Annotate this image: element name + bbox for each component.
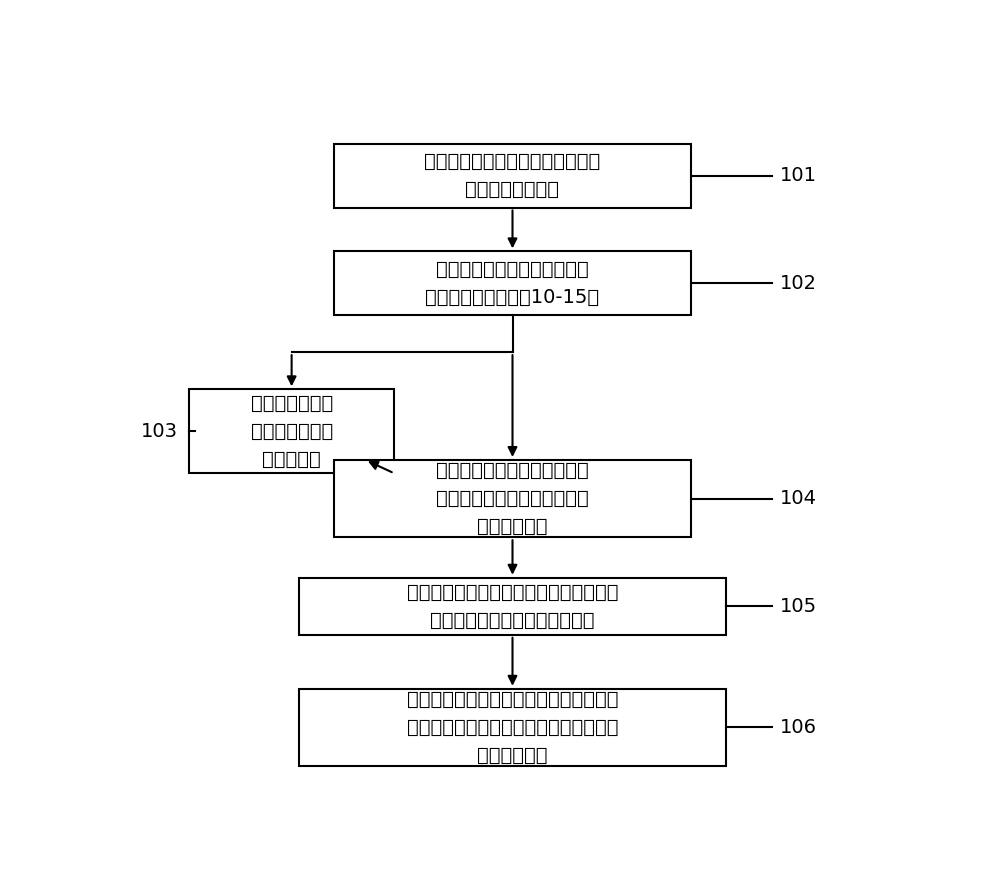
Text: 注入井下入井下混相热流体发生器，并进
行完井及布置配套地面供给系统: 注入井下入井下混相热流体发生器，并进 行完井及布置配套地面供给系统: [407, 583, 618, 630]
Text: 地层压力大于原
始地层压力时进
行自喷采油: 地层压力大于原 始地层压力时进 行自喷采油: [250, 394, 333, 468]
Text: 通过注入井将油酸混合物注入油层
进行裂解改质反应: 通过注入井将油酸混合物注入油层 进行裂解改质反应: [424, 152, 601, 199]
Text: 102: 102: [780, 274, 817, 293]
FancyBboxPatch shape: [189, 389, 394, 474]
FancyBboxPatch shape: [334, 143, 691, 207]
FancyBboxPatch shape: [334, 460, 691, 538]
FancyBboxPatch shape: [299, 578, 726, 635]
Text: 101: 101: [780, 166, 817, 185]
Text: 确定油酸混合物达到预设范围
后关闭注入井，闷井10-15天: 确定油酸混合物达到预设范围 后关闭注入井，闷井10-15天: [425, 260, 600, 307]
Text: 地层压力小于原始地层压力或
自喷采油后进行捞油作业，直
至不出油为止: 地层压力小于原始地层压力或 自喷采油后进行捞油作业，直 至不出油为止: [436, 461, 589, 536]
FancyBboxPatch shape: [299, 689, 726, 766]
Text: 106: 106: [780, 718, 817, 737]
Text: 向井下热流体发生器供给氧化剂、水、燃
料进行井下混相燃烧，向油层注入混相热
流体进行驱油: 向井下热流体发生器供给氧化剂、水、燃 料进行井下混相燃烧，向油层注入混相热 流体…: [407, 690, 618, 765]
Text: 104: 104: [780, 489, 817, 508]
FancyBboxPatch shape: [334, 251, 691, 316]
Text: 105: 105: [780, 597, 817, 616]
Text: 103: 103: [140, 422, 178, 440]
